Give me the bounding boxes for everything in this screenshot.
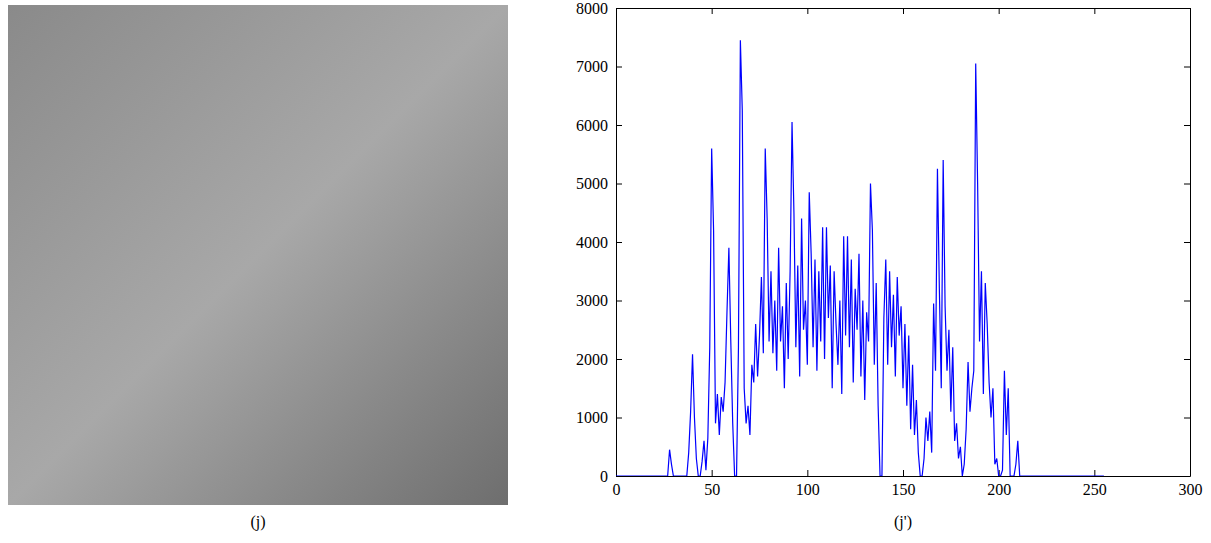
tick xyxy=(1094,8,1095,14)
tick-mark xyxy=(807,8,808,14)
tick-mark xyxy=(1184,301,1190,302)
tick-label: 8000 xyxy=(576,0,608,17)
tick: 1000 xyxy=(576,409,622,426)
tick-mark xyxy=(999,8,1000,14)
tick: 7000 xyxy=(576,58,622,75)
tick-label: 250 xyxy=(1083,481,1107,498)
tick-label: 300 xyxy=(1179,481,1203,498)
tick xyxy=(1184,125,1190,126)
tick xyxy=(1184,242,1190,243)
tick xyxy=(1184,359,1190,360)
tick: 200 xyxy=(987,470,1011,498)
tick xyxy=(1184,184,1190,185)
tick xyxy=(1184,67,1190,68)
tick-mark xyxy=(616,242,622,243)
tick-mark xyxy=(712,470,713,476)
tick-mark xyxy=(1094,8,1095,14)
tick-mark xyxy=(1184,8,1190,9)
tick-mark xyxy=(616,8,617,14)
tick: 8000 xyxy=(576,0,622,17)
tick-mark xyxy=(903,8,904,14)
x-axis-title: (j') xyxy=(894,513,912,531)
tick-mark xyxy=(616,67,622,68)
tick-mark xyxy=(1094,470,1095,476)
tick-mark xyxy=(1184,67,1190,68)
x-axis-top xyxy=(617,8,1191,14)
tick: 6000 xyxy=(576,117,622,134)
tick: 0 xyxy=(600,468,622,485)
tick-label: 200 xyxy=(987,481,1011,498)
tick xyxy=(616,8,617,14)
image-caption: (j) xyxy=(250,513,265,531)
plot-area xyxy=(616,40,1104,476)
tick xyxy=(999,8,1000,14)
tick-mark xyxy=(1184,359,1190,360)
tick xyxy=(712,8,713,14)
tick xyxy=(1184,301,1190,302)
tick-mark xyxy=(1184,125,1190,126)
tick-label: 100 xyxy=(796,481,820,498)
tick-label: 2000 xyxy=(576,351,608,368)
tick xyxy=(903,8,904,14)
tick-label: 0 xyxy=(600,468,608,485)
tick: 50 xyxy=(704,470,720,498)
tick-label: 50 xyxy=(704,481,720,498)
tick-label: 3000 xyxy=(576,292,608,309)
tick: 5000 xyxy=(576,175,622,192)
tick: 150 xyxy=(892,470,916,498)
tick-mark xyxy=(616,476,622,477)
photo xyxy=(8,5,508,505)
tick-label: 1000 xyxy=(576,409,608,426)
tick: 3000 xyxy=(576,292,622,309)
tick-label: 7000 xyxy=(576,58,608,75)
tick-label: 0 xyxy=(613,481,621,498)
tick xyxy=(1184,8,1190,9)
tick-mark xyxy=(1184,184,1190,185)
tick: 250 xyxy=(1083,470,1107,498)
tick: 2000 xyxy=(576,351,622,368)
tick-mark xyxy=(712,8,713,14)
tick xyxy=(1184,476,1190,477)
tick-mark xyxy=(616,184,622,185)
axis-line xyxy=(617,476,1191,477)
tick-label: 4000 xyxy=(576,234,608,251)
tick-mark xyxy=(1184,242,1190,243)
tick-mark xyxy=(1184,418,1190,419)
axis-line xyxy=(1190,9,1191,477)
tick-label: 6000 xyxy=(576,117,608,134)
tick-mark xyxy=(903,470,904,476)
y-axis-right xyxy=(1184,9,1191,477)
tick-mark xyxy=(616,125,622,126)
tick-mark xyxy=(616,359,622,360)
y-axis: 0 1000 2000 3000 4000 5000 6000 7000 8000 xyxy=(576,0,622,485)
tick-label: 150 xyxy=(892,481,916,498)
tick-mark xyxy=(616,301,622,302)
tick: 100 xyxy=(796,470,820,498)
tick-mark xyxy=(1184,476,1190,477)
tick-mark xyxy=(616,418,622,419)
tick-mark xyxy=(807,470,808,476)
figure: (j)0501001502002503000100020003000400050… xyxy=(0,0,1211,543)
tick xyxy=(807,8,808,14)
tick xyxy=(1184,418,1190,419)
tick-label: 5000 xyxy=(576,175,608,192)
histogram-line xyxy=(616,40,1104,476)
tick: 4000 xyxy=(576,234,622,251)
